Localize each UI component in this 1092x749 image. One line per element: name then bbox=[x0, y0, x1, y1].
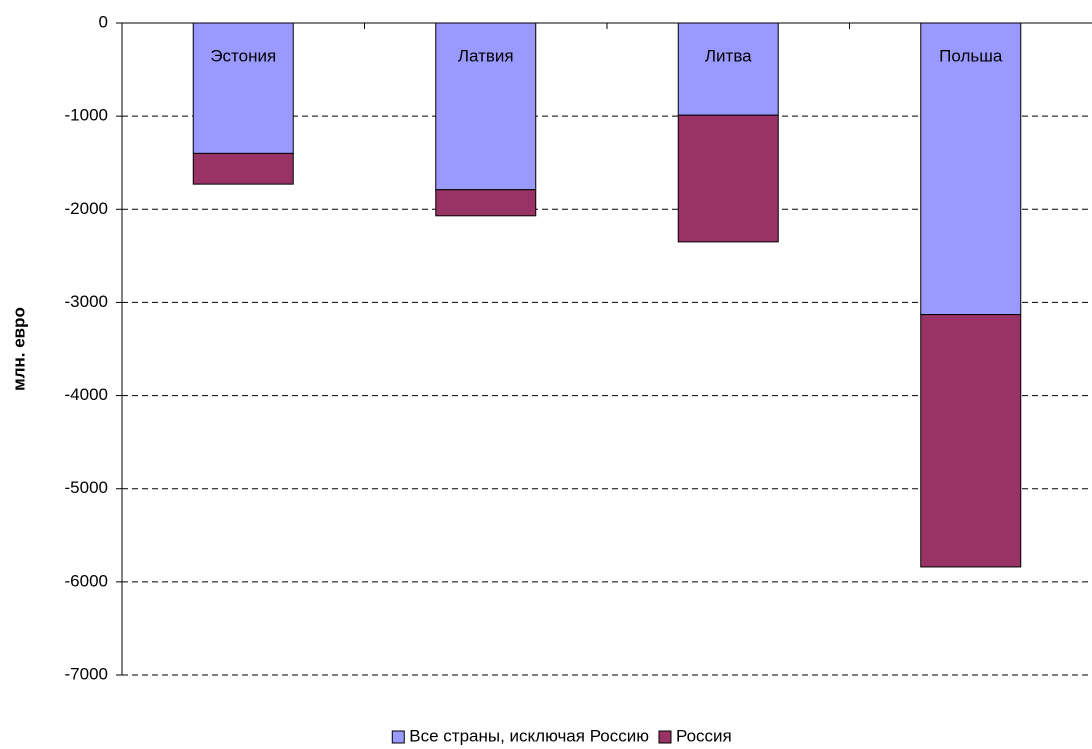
y-tick-label: -2000 bbox=[65, 199, 108, 218]
y-tick-label: -5000 bbox=[65, 478, 108, 497]
category-label: Эстония bbox=[210, 46, 276, 65]
bar bbox=[192, 22, 294, 154]
bar bbox=[677, 22, 779, 116]
bar bbox=[920, 22, 1022, 316]
y-tick-label: -4000 bbox=[65, 385, 108, 404]
category-label: Польша bbox=[939, 46, 1003, 65]
y-tick-label: -6000 bbox=[65, 571, 108, 590]
bar bbox=[192, 152, 294, 185]
y-axis-title: млн. евро bbox=[9, 307, 28, 391]
legend-label: Все страны, исключая Россию bbox=[409, 726, 649, 745]
legend-swatch bbox=[658, 730, 672, 744]
legend-swatch bbox=[391, 730, 405, 744]
bar bbox=[677, 114, 779, 243]
y-tick-label: -1000 bbox=[65, 106, 108, 125]
legend: Все страны, исключая Россию Россия bbox=[391, 726, 732, 745]
y-tick-label: -3000 bbox=[65, 292, 108, 311]
y-tick-label: -7000 bbox=[65, 664, 108, 683]
category-label: Латвия bbox=[458, 46, 514, 65]
bar bbox=[920, 314, 1022, 568]
category-label: Литва bbox=[705, 46, 752, 65]
bar bbox=[435, 189, 537, 217]
grid bbox=[122, 115, 1092, 676]
legend-label: Россия bbox=[676, 726, 732, 745]
y-tick-label: 0 bbox=[99, 12, 108, 31]
